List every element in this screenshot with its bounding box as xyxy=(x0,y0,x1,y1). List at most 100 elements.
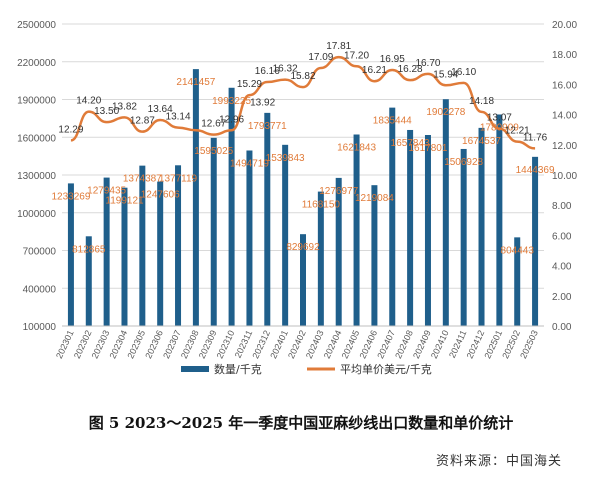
bar-value-label: 804443 xyxy=(501,245,535,256)
bar-202406 xyxy=(371,185,378,326)
y-left-tick-label: 1000000 xyxy=(17,209,56,220)
y-axis-right: 0.00 2.00 4.00 6.00 8.00 10.00 12.00 14.00 16.00… xyxy=(552,20,577,333)
bar-value-label: 1617801 xyxy=(408,143,447,154)
bar-value-label: 1780909 xyxy=(480,122,519,133)
line-value-label: 13.50 xyxy=(94,106,119,117)
bar-202303 xyxy=(103,177,110,326)
bar-202402 xyxy=(300,234,306,326)
y-right-tick-label: 14.00 xyxy=(552,111,577,122)
bar-202405 xyxy=(353,134,360,326)
legend-label-line: 平均单价美元/千克 xyxy=(340,363,432,376)
bar-value-label: 1506928 xyxy=(444,157,483,168)
bar-202501 xyxy=(496,114,503,326)
line-value-label: 16.70 xyxy=(415,58,440,69)
bar-value-label: 812865 xyxy=(72,244,106,255)
line-value-label: 13.82 xyxy=(112,101,137,112)
y-left-tick-label: 2200000 xyxy=(17,58,56,69)
legend-label-bar: 数量/千克 xyxy=(214,363,262,376)
bar-202302 xyxy=(85,236,92,326)
bar-202502 xyxy=(514,237,521,326)
bar-value-label: 1674537 xyxy=(462,136,501,147)
y-left-tick-label: 700000 xyxy=(23,247,57,258)
bar-value-label: 1233269 xyxy=(51,191,90,202)
line-value-label: 13.64 xyxy=(148,104,173,115)
bar-series xyxy=(67,69,539,327)
bar-202312 xyxy=(264,112,271,326)
y-left-tick-label: 400000 xyxy=(23,284,57,295)
line-value-label: 12.67 xyxy=(201,119,226,130)
bar-202404 xyxy=(335,177,342,326)
line-value-label: 17.81 xyxy=(326,41,351,52)
line-value-label: 16.21 xyxy=(362,65,387,76)
line-value-label: 13.92 xyxy=(250,98,275,109)
y-right-tick-label: 8.00 xyxy=(552,201,572,212)
line-value-label: 15.94 xyxy=(433,69,458,80)
legend-swatch-bar xyxy=(181,366,209,372)
line-value-label: 12.29 xyxy=(58,124,83,135)
y-left-tick-label: 2500000 xyxy=(17,20,56,31)
bar-202308 xyxy=(192,69,199,326)
bar-value-label: 1374387 xyxy=(123,174,162,185)
bar-202306 xyxy=(157,181,164,326)
y-right-tick-label: 2.00 xyxy=(552,292,572,303)
bar-202310 xyxy=(228,87,235,326)
bar-value-label: 1276977 xyxy=(319,186,358,197)
bar-value-label: 829692 xyxy=(286,242,320,253)
line-value-label: 16.16 xyxy=(255,66,280,77)
bar-202301 xyxy=(67,183,74,326)
bar-value-label: 1902278 xyxy=(426,107,465,118)
price-line xyxy=(70,55,536,150)
line-value-label: 15.82 xyxy=(290,71,315,82)
y-left-tick-label: 1900000 xyxy=(17,96,56,107)
bar-value-label: 1621843 xyxy=(337,143,376,154)
line-value-label: 16.32 xyxy=(273,64,298,75)
bar-value-label: 1444369 xyxy=(516,165,555,176)
source-note: 资料来源：中国海关 xyxy=(435,454,562,469)
bar-202309 xyxy=(210,137,217,326)
line-value-label: 12.87 xyxy=(130,116,155,127)
bar-202403 xyxy=(317,191,324,326)
y-left-tick-label: 1600000 xyxy=(17,133,56,144)
y-right-tick-label: 18.00 xyxy=(552,50,577,61)
bar-202410 xyxy=(442,99,449,326)
y-left-tick-label: 1300000 xyxy=(17,171,56,182)
line-value-label: 13.14 xyxy=(166,112,191,123)
line-value-label: 17.20 xyxy=(344,50,369,61)
bar-202311 xyxy=(246,150,253,326)
line-value-label: 16.28 xyxy=(398,64,423,75)
line-value-label: 11.76 xyxy=(523,132,548,143)
line-value-label: 14.18 xyxy=(469,96,494,107)
bar-202412 xyxy=(478,127,485,326)
line-value-label: 12.96 xyxy=(219,114,244,125)
y-right-tick-label: 12.00 xyxy=(552,141,577,152)
bar-202408 xyxy=(407,129,414,326)
bar-202411 xyxy=(460,148,467,326)
bar-value-label: 1595025 xyxy=(194,146,233,157)
bar-value-label: 1539843 xyxy=(266,153,305,164)
y-right-tick-label: 0.00 xyxy=(552,322,572,333)
bar-value-label: 1199121 xyxy=(105,196,144,207)
line-value-label: 15.29 xyxy=(237,79,262,90)
bar-202407 xyxy=(389,107,396,327)
legend: 数量/千克 平均单价美元/千克 xyxy=(181,363,432,376)
bar-202304 xyxy=(121,187,128,326)
bar-202409 xyxy=(424,135,431,326)
bar-value-label: 1279435 xyxy=(87,186,126,197)
line-value-label: 13.07 xyxy=(487,113,512,124)
line-value-label: 14.20 xyxy=(76,96,101,107)
bar-202307 xyxy=(175,165,182,326)
bar-value-label: 1993225 xyxy=(212,96,251,107)
bar-value-label: 1835444 xyxy=(373,116,412,127)
bar-202401 xyxy=(282,144,289,326)
bar-value-label: 1247606 xyxy=(141,190,180,201)
y-right-tick-label: 6.00 xyxy=(552,231,572,242)
line-series xyxy=(70,55,536,150)
line-value-label: 17.09 xyxy=(308,52,333,63)
y-right-tick-label: 4.00 xyxy=(552,262,572,273)
y-axis-left: 100000 400000 700000 1000000 1300000 1600000 1… xyxy=(17,20,56,333)
bar-value-label: 1657843 xyxy=(391,138,430,149)
bar-value-label: 1494719 xyxy=(230,158,269,169)
